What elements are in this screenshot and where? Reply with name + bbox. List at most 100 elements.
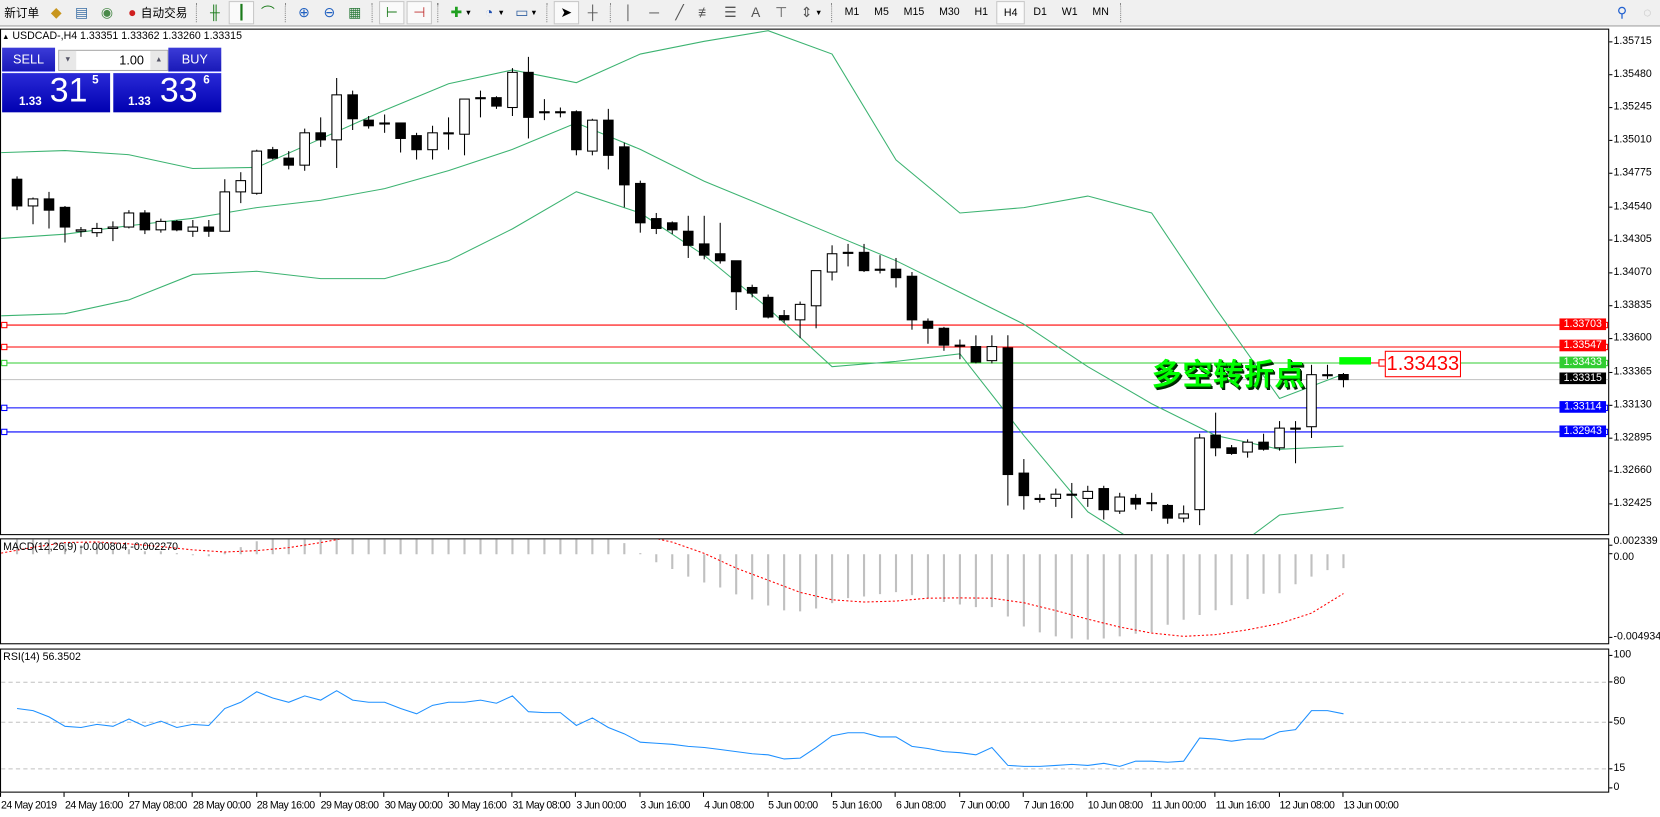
time-axis-tick [958, 792, 960, 797]
price-axis-label: 1.35715 [1613, 35, 1652, 47]
search-button[interactable]: ⚲ [1610, 2, 1633, 23]
auto-trading-button[interactable]: ● 自动交易 [121, 2, 191, 23]
rsi-panel[interactable]: RSI(14) 56.3502 [0, 648, 1610, 793]
candle [810, 270, 822, 329]
vertical-line-button[interactable]: │ [617, 2, 640, 23]
timeframe-m1[interactable]: M1 [844, 5, 860, 18]
main-chart[interactable] [0, 28, 1610, 536]
price-axis-label: 1.32425 [1613, 497, 1652, 510]
indicators-icon: ✚ [450, 4, 463, 21]
fibonacci-button[interactable]: ☰ [719, 2, 742, 23]
decrease-lots-icon[interactable]: ▼ [59, 50, 77, 70]
rsi-axis-tick [1609, 681, 1613, 683]
text-button[interactable]: A [744, 2, 767, 23]
candle [698, 215, 710, 260]
signal-button[interactable]: ◉ [95, 2, 118, 23]
line-chart-button[interactable]: ⌒ [256, 2, 279, 23]
candle-body [1098, 488, 1110, 511]
price-axis[interactable]: 1.35715 1.35480 1.35245 1.35010 1.34775 1.345… [1559, 29, 1660, 536]
time-axis-label: 12 Jun 08:00 [1279, 800, 1335, 812]
timeframe-m30[interactable]: M30 [939, 5, 960, 18]
timeframe-mn[interactable]: MN [1092, 5, 1109, 18]
candle-body [459, 98, 470, 135]
toolbar-separator [1120, 3, 1123, 23]
candle-body [1002, 347, 1014, 476]
candle-body [810, 270, 822, 307]
zoom-in-button[interactable]: ⊕ [292, 2, 315, 23]
sell-price-box[interactable]: 1.33 31 5 [2, 71, 111, 113]
candle [938, 326, 950, 351]
timeframe-d1[interactable]: D1 [1033, 5, 1047, 18]
time-axis-tick [703, 792, 705, 797]
timeframe-h1[interactable]: H1 [974, 5, 989, 18]
candle [970, 335, 982, 364]
indicators-button[interactable]: ✚ ▼ [445, 2, 476, 23]
candle-body [347, 94, 358, 120]
new-order-button[interactable]: 新订单 [1, 2, 42, 23]
horizontal-line-button[interactable]: ─ [642, 2, 665, 23]
bar-chart-button[interactable]: ╫ [203, 2, 226, 23]
price-axis-label: 1.34305 [1613, 233, 1652, 246]
macd-svg [1, 539, 1345, 640]
candle [331, 77, 342, 168]
periods-button[interactable]: ◔ ▼ [477, 2, 508, 23]
candle-body [1018, 472, 1030, 497]
tile-windows-button[interactable]: ▦ [343, 2, 366, 23]
time-axis-tick [1214, 792, 1216, 797]
buy-price-box[interactable]: 1.33 33 6 [113, 71, 222, 113]
candle [954, 339, 966, 360]
cursor-button[interactable]: ➤ [553, 1, 579, 25]
time-axis-tick [191, 792, 193, 797]
candle-body [139, 212, 151, 231]
price-axis-tick [1609, 206, 1613, 208]
zoom-out-button[interactable]: ⊖ [318, 2, 341, 23]
chart-shift-button[interactable]: ⊢ [379, 1, 405, 25]
macd-axis-label: -0.004934 [1613, 631, 1660, 643]
price-axis-tick [1609, 107, 1613, 109]
timeframe-m5[interactable]: M5 [874, 5, 889, 18]
rsi-axis-tick [1609, 721, 1613, 723]
candlestick-button[interactable]: ┃ [228, 1, 255, 25]
candle-body [187, 226, 199, 232]
arrows-button[interactable]: ⇕ ▼ [795, 2, 826, 23]
autoscroll-button[interactable]: ⊣ [406, 1, 432, 25]
gold-bars-button[interactable]: ◆ [44, 2, 67, 23]
annotation-marker-bar[interactable] [1339, 357, 1372, 365]
timeframe-h4[interactable]: H4 [996, 1, 1025, 25]
templates-button[interactable]: ▭ ▼ [510, 2, 541, 23]
price-level-tag: 1.33315 [1559, 372, 1607, 385]
price-axis-tick [1609, 503, 1613, 505]
community-button[interactable]: ◌ [1636, 2, 1659, 23]
candle-body [59, 206, 71, 228]
timeframe-m15[interactable]: M15 [903, 5, 925, 18]
trendline-button[interactable]: ╱ [668, 2, 691, 23]
increase-lots-icon[interactable]: ▲ [150, 50, 168, 70]
candle [123, 210, 135, 229]
time-axis[interactable]: 24 May 2019 24 May 16:00 27 May 08:00 28 Ma… [0, 792, 1609, 817]
candle-body [778, 315, 790, 321]
candle-body [507, 71, 518, 109]
price-axis-label: 1.33365 [1613, 365, 1652, 378]
lots-value[interactable]: 1.00 [119, 52, 144, 68]
collapse-arrow-icon[interactable]: ▲ [2, 33, 10, 42]
candle-body [155, 220, 167, 231]
time-axis-tick [255, 792, 257, 797]
price-chart-svg [1, 30, 1609, 535]
market-watch-button[interactable]: ▤ [70, 2, 93, 23]
buy-button[interactable]: BUY [168, 47, 222, 73]
annotation-price-label[interactable]: 1.33433 [1384, 350, 1462, 378]
lots-field[interactable]: ▼ 1.00 ▲ [58, 49, 169, 71]
candle [1066, 482, 1078, 519]
crosshair-button[interactable]: ┼ [581, 2, 604, 23]
tile-windows-icon: ▦ [348, 4, 362, 21]
candle [523, 56, 534, 139]
text-label-button[interactable]: ⊤ [769, 2, 792, 23]
buy-price-pip: 6 [203, 74, 210, 87]
macd-panel[interactable]: MACD(12,26,9) -0.000804 -0.002270 [0, 538, 1610, 645]
fibonacci-fan-button[interactable]: ≢ [693, 2, 716, 23]
toolbar: 新订单 ◆ ▤ ◉ ● 自动交易 ╫ ┃ ⌒ ⊕ ⊖ ▦ ⊢ ⊣ ✚ ▼ ◔ ▼ ▭ ▼… [0, 0, 1660, 27]
sell-button[interactable]: SELL [2, 47, 56, 73]
timeframe-w1[interactable]: W1 [1061, 5, 1078, 18]
price-axis-label: 1.34775 [1613, 167, 1652, 180]
reversal-point-annotation[interactable]: 多空转折点 [1151, 357, 1306, 393]
